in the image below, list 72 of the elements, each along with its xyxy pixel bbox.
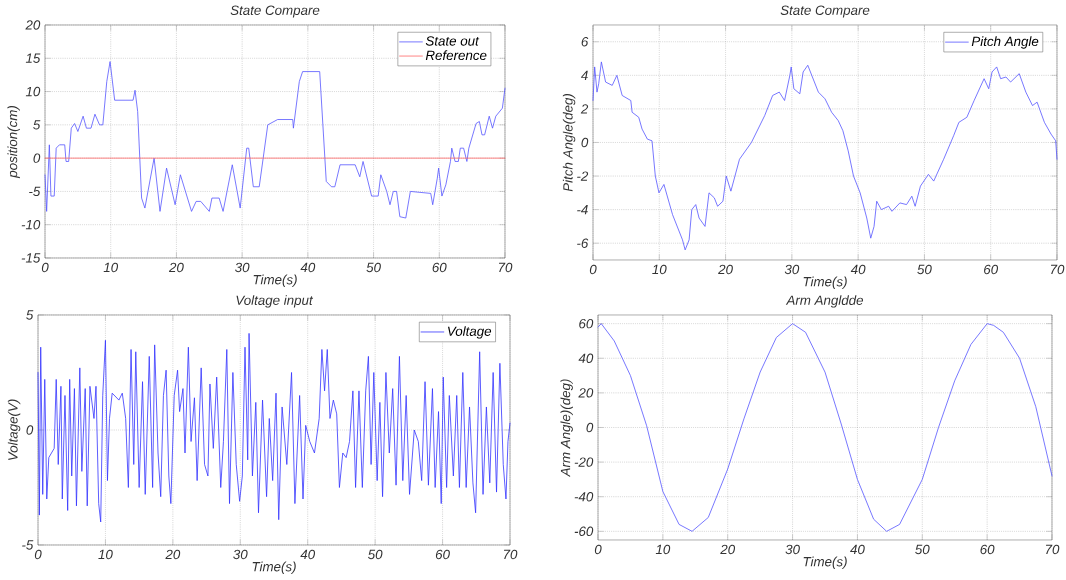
y-tick-label: -2 [577,171,589,181]
x-tick-label: 10 [103,262,119,273]
y-tick-label: 0 [586,422,594,433]
y-tick-label: 0 [581,137,589,148]
x-tick-label: 10 [655,544,671,555]
y-axis-title: Arm Angle)(deg) [560,379,573,478]
x-tick-label: 20 [718,264,733,275]
y-tick-label: -6 [577,238,589,248]
x-tick-label: 0 [41,262,49,273]
chart-title: Voltage input [236,295,314,308]
y-axis-title: Voltage(V) [7,399,21,461]
x-tick-label: 10 [98,549,113,560]
y-tick-label: -5 [22,540,34,550]
x-tick-label: 60 [984,264,999,275]
y-tick-label: -60 [574,526,594,537]
x-tick-label: 30 [233,549,248,560]
x-tick-label: 0 [594,544,602,555]
y-tick-label: -15 [21,253,41,263]
x-tick-label: 50 [366,262,381,273]
y-tick-label: 0 [33,153,41,163]
y-tick-label: -4 [577,205,588,215]
x-tick-label: 50 [368,549,383,560]
y-tick-label: 6 [581,37,589,47]
x-tick-label: 30 [785,544,800,555]
y-tick-label: 5 [26,310,34,320]
x-axis-title: Time(s) [803,556,847,570]
x-tick-label: 20 [168,262,184,273]
legend-label: Reference [425,50,487,61]
x-tick-label: 40 [300,549,316,560]
y-tick-label: 5 [33,120,41,130]
x-tick-label: 40 [300,262,316,273]
chart-title: State Compare [780,5,870,18]
x-tick-label: 30 [784,264,800,275]
chart-title: Arm Angldde [785,295,864,308]
legend-label: Voltage [448,326,492,339]
y-tick-label: -5 [29,186,41,197]
x-tick-label: 40 [850,544,865,555]
x-tick-label: 70 [498,262,513,273]
x-axis-title: Time(s) [252,561,296,575]
x-tick-label: 60 [980,544,995,555]
y-tick-label: 2 [580,104,589,114]
x-tick-label: 30 [235,262,250,273]
y-tick-label: 10 [25,86,41,97]
x-tick-label: 70 [1050,264,1065,275]
y-tick-label: -10 [21,219,41,230]
x-tick-label: 40 [850,264,866,275]
y-tick-label: 60 [579,318,594,329]
y-tick-label: 20 [578,388,594,398]
x-tick-label: 60 [432,262,447,273]
y-tick-label: 40 [578,353,594,363]
y-tick-label: 20 [25,20,41,30]
y-tick-label: 0 [26,425,34,435]
x-tick-label: 50 [915,544,930,555]
x-tick-label: 50 [917,264,932,275]
x-tick-label: 20 [720,544,736,555]
x-tick-label: 70 [503,549,518,560]
x-tick-label: 10 [652,264,667,275]
y-tick-label: 4 [580,70,588,80]
y-tick-label: -40 [574,492,594,502]
legend-label: Pitch Angle [971,36,1039,49]
x-tick-label: 60 [435,549,450,560]
x-axis-title: Time(s) [253,274,297,288]
y-axis-title: Pitch Angle(deg) [562,94,576,192]
y-tick-label: -20 [574,457,594,467]
x-axis-title: Time(s) [803,276,847,290]
y-tick-label: 15 [25,53,41,63]
y-axis-title: position(cm) [7,105,20,179]
x-tick-label: 70 [1045,544,1060,555]
legend-label: State out [425,36,480,46]
x-tick-label: 20 [165,549,181,560]
line-series [44,61,506,219]
chart-title: State Compare [230,5,320,18]
